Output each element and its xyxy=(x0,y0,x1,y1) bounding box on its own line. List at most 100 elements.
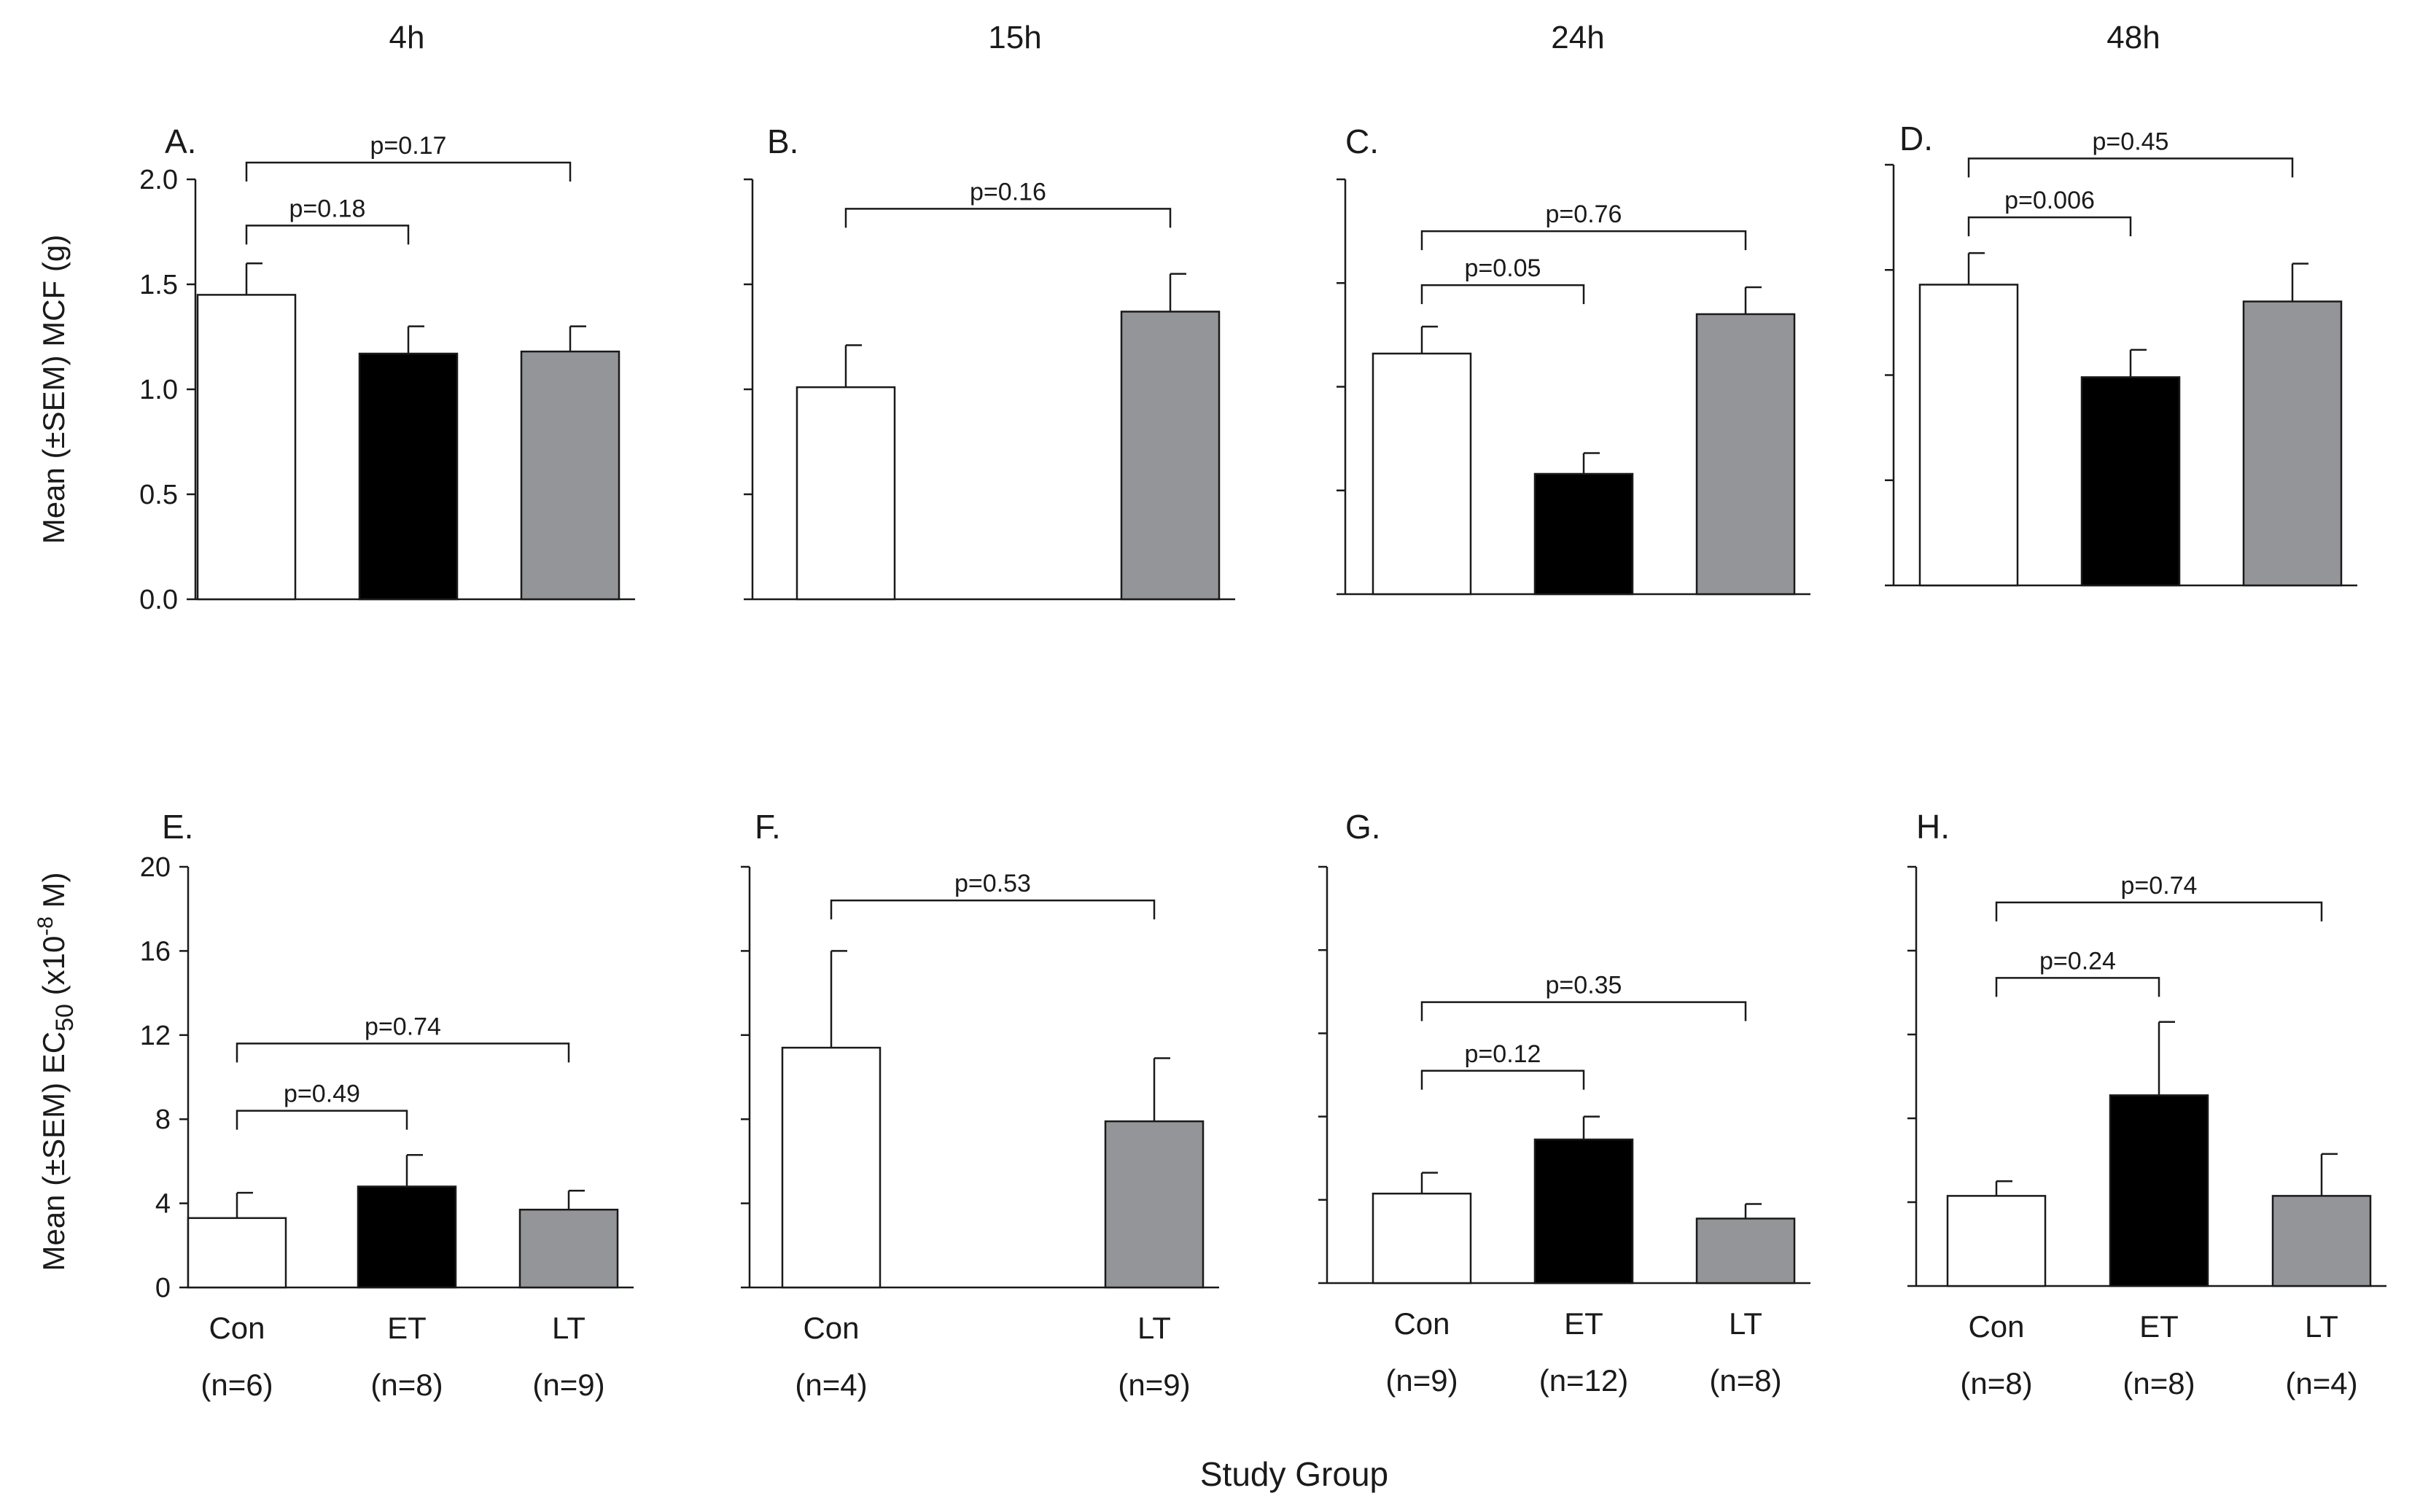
y-axis-title-ec50: Mean (±SEM) EC50 (x10-8 M) xyxy=(34,872,79,1271)
category-label-lt: LT xyxy=(1729,1306,1762,1341)
panel-letter-d: D. xyxy=(1899,120,1933,157)
p-value-label: p=0.76 xyxy=(1546,200,1622,228)
significance-bracket xyxy=(1420,284,1585,305)
significance-bracket xyxy=(1967,157,2294,178)
group-size-label: (n=8) xyxy=(370,1368,443,1402)
group-size-label: (n=12) xyxy=(1539,1363,1629,1398)
y-tick-label: 16 xyxy=(140,936,171,967)
category-label-con: Con xyxy=(209,1311,265,1345)
y-axis-title-ec50-sub: 50 xyxy=(51,1004,79,1032)
bar-et xyxy=(358,352,459,601)
y-tick-label: 4 xyxy=(155,1189,171,1220)
time-labels: 4h 15h 24h 48h xyxy=(389,20,2160,55)
y-axis-title-ec50-suffix: M) xyxy=(36,872,71,916)
significance-bracket xyxy=(236,1110,408,1130)
group-size-label: (n=8) xyxy=(2123,1366,2195,1400)
time-label-15h: 15h xyxy=(988,20,1041,55)
y-axis-title-ec50-prefix: Mean (±SEM) EC xyxy=(36,1032,71,1271)
panel-letter-e: E. xyxy=(162,808,193,846)
bar-et xyxy=(2109,1094,2209,1287)
significance-bracket xyxy=(830,899,1156,920)
p-value-label: p=0.05 xyxy=(1465,254,1541,282)
significance-bracket xyxy=(245,225,410,245)
panels: A. 0.0 0.5 1.0 1.5 2.0 p=0.18 p=0.17 B. p=0.16 C. p… xyxy=(139,120,2386,1402)
y-tick-label: 12 xyxy=(140,1021,171,1051)
y-tick-label: 20 xyxy=(140,852,171,883)
group-size-label: (n=9) xyxy=(1385,1363,1458,1398)
panel-f: F. Con (n=4) LT (n=9) p=0.53 xyxy=(741,808,1219,1402)
group-size-label: (n=9) xyxy=(532,1368,604,1402)
significance-bracket xyxy=(1995,977,2160,997)
bar-con xyxy=(196,294,297,601)
y-tick-label: 0.5 xyxy=(139,480,178,510)
p-value-label: p=0.74 xyxy=(365,1013,441,1040)
y-axis-title-mcf: Mean (±SEM) MCF (g) xyxy=(36,235,71,544)
significance-bracket xyxy=(1995,901,2323,921)
panel-e: E. 0 4 8 12 16 20 Con (n=6) ET (n=8) LT (n=9) p=0.49 p… xyxy=(140,808,634,1402)
category-label-lt: LT xyxy=(1137,1311,1171,1345)
y-axis-title-ec50-sup: -8 xyxy=(34,916,58,936)
p-value-label: p=0.17 xyxy=(370,132,447,160)
group-size-label: (n=4) xyxy=(795,1368,867,1402)
p-value-label: p=0.49 xyxy=(284,1080,360,1108)
bar-con xyxy=(781,1046,882,1289)
x-axis-title: Study Group xyxy=(1200,1455,1388,1493)
time-label-48h: 48h xyxy=(2106,20,2160,55)
category-label-et: ET xyxy=(1564,1306,1603,1341)
significance-bracket xyxy=(236,1043,570,1063)
bar-et xyxy=(1533,472,1634,596)
panel-c: C. p=0.05p=0.76 xyxy=(1337,122,1810,596)
panel-d: D. p=0.006 p=0.45 xyxy=(1885,120,2357,587)
category-label-lt: LT xyxy=(552,1311,586,1345)
category-label-lt: LT xyxy=(2305,1309,2338,1344)
p-value-label: p=0.45 xyxy=(2093,128,2169,155)
category-label-et: ET xyxy=(2139,1309,2179,1344)
bar-lt xyxy=(2271,1195,2372,1287)
y-axis-title-ec50-mid: (x10 xyxy=(36,936,71,1004)
p-value-label: p=0.35 xyxy=(1546,972,1622,999)
p-value-label: p=0.16 xyxy=(970,178,1046,206)
y-tick-label: 1.5 xyxy=(139,270,178,300)
panel-letter-a: A. xyxy=(165,122,196,160)
panel-letter-g: G. xyxy=(1345,808,1381,846)
p-value-label: p=0.24 xyxy=(2039,947,2116,975)
group-size-label: (n=6) xyxy=(201,1368,273,1402)
panel-letter-f: F. xyxy=(755,808,781,846)
group-size-label: (n=8) xyxy=(1960,1366,2032,1400)
group-size-label: (n=8) xyxy=(1709,1363,1781,1398)
panel-letter-c: C. xyxy=(1345,122,1379,160)
time-label-24h: 24h xyxy=(1551,20,1604,55)
panel-b: B. p=0.16 xyxy=(744,122,1235,601)
bar-con xyxy=(1946,1195,2047,1287)
panel-letter-h: H. xyxy=(1916,808,1950,846)
significance-bracket xyxy=(844,208,1172,228)
y-tick-label: 1.0 xyxy=(139,375,178,405)
bar-lt xyxy=(2242,300,2343,587)
time-label-4h: 4h xyxy=(389,20,425,55)
y-tick-label: 0.0 xyxy=(139,585,178,615)
category-label-con: Con xyxy=(803,1311,859,1345)
bar-lt xyxy=(518,1209,619,1289)
bar-con xyxy=(1372,352,1472,596)
significance-bracket xyxy=(245,161,572,182)
y-tick-label: 2.0 xyxy=(139,165,178,195)
bar-con xyxy=(187,1217,287,1289)
category-label-et: ET xyxy=(387,1311,427,1345)
panel-g: G. Con (n=9) ET (n=12) LT (n=8) p=0.12 p=0.35 xyxy=(1318,808,1810,1398)
bar-con xyxy=(795,386,896,601)
significance-bracket xyxy=(1420,1001,1747,1021)
bar-et xyxy=(2080,376,2181,587)
bar-et xyxy=(1533,1138,1634,1285)
bar-lt xyxy=(1120,311,1221,601)
p-value-label: p=0.12 xyxy=(1465,1040,1541,1068)
category-label-con: Con xyxy=(1393,1306,1450,1341)
y-tick-label: 0 xyxy=(155,1273,171,1303)
group-size-label: (n=9) xyxy=(1118,1368,1190,1402)
p-value-label: p=0.006 xyxy=(2004,187,2095,214)
y-tick-label: 8 xyxy=(155,1104,171,1135)
significance-bracket xyxy=(1420,230,1747,251)
panel-a: A. 0.0 0.5 1.0 1.5 2.0 p=0.18 p=0.17 xyxy=(139,122,635,615)
bar-lt xyxy=(1695,313,1796,596)
